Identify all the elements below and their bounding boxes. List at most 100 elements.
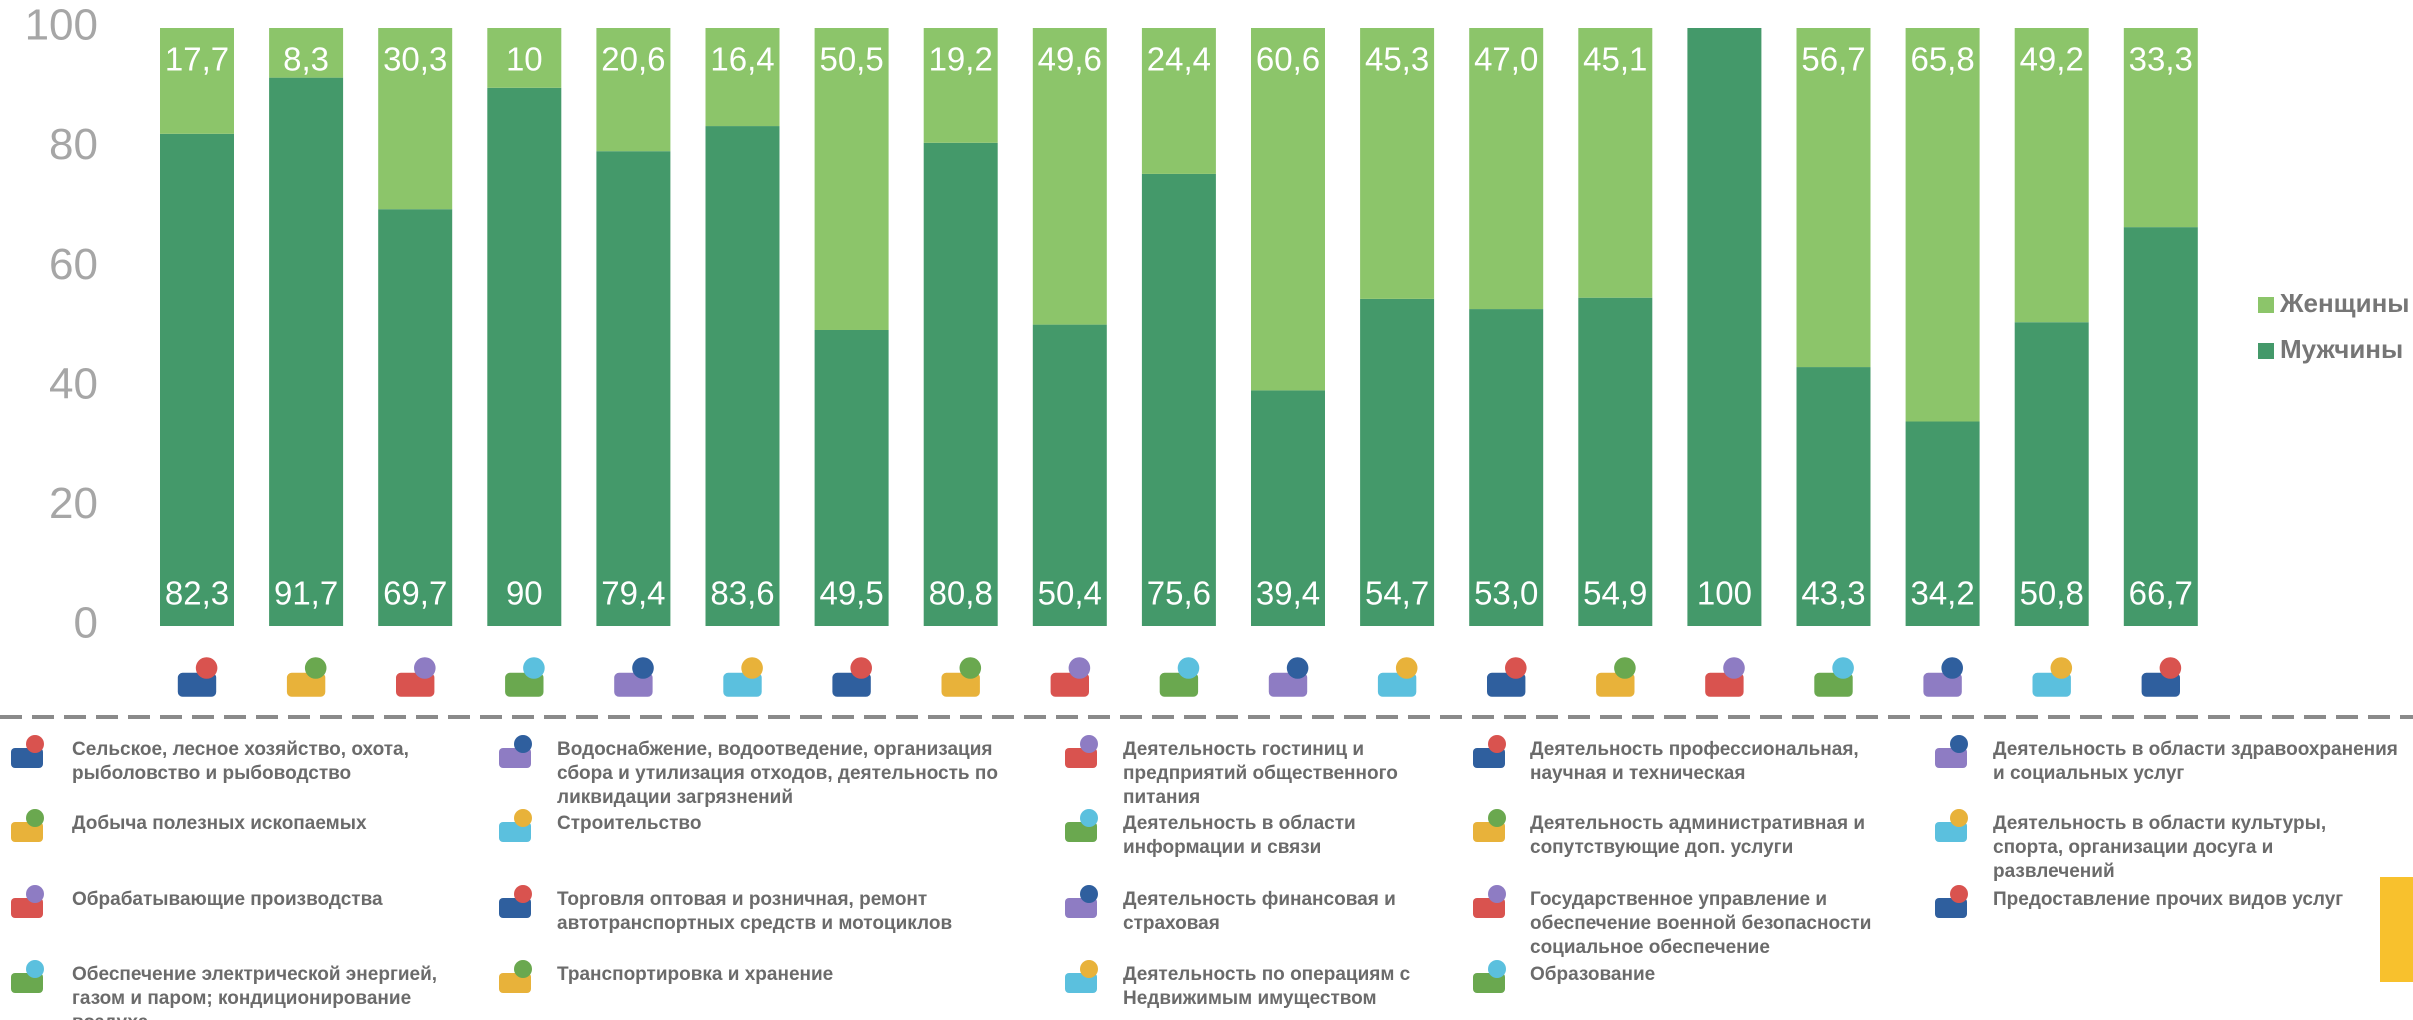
icon bbox=[1065, 960, 1098, 993]
data-label: 8,3 bbox=[283, 41, 329, 78]
icon-shape bbox=[1488, 809, 1506, 827]
category-label: Деятельность по операциям с Недвижимым и… bbox=[1123, 964, 1411, 1009]
bar-segment bbox=[1687, 28, 1762, 626]
bar-segment bbox=[269, 28, 344, 78]
bar-segment bbox=[2014, 322, 2089, 626]
icon bbox=[1065, 809, 1098, 842]
icon-shape bbox=[26, 885, 44, 903]
data-label: 80,8 bbox=[929, 575, 993, 612]
data-label: 54,9 bbox=[1583, 575, 1647, 612]
category-label: Торговля оптовая и розничная, ремонт авт… bbox=[557, 889, 953, 934]
icon-shape bbox=[2159, 657, 2182, 679]
icon-shape bbox=[304, 657, 327, 679]
icon bbox=[1377, 657, 1418, 697]
icon-shape bbox=[1068, 657, 1091, 679]
data-label: 49,6 bbox=[1038, 41, 1102, 78]
icon-shape bbox=[1941, 657, 1963, 679]
bar-segment bbox=[596, 28, 671, 152]
bar-segment bbox=[1469, 309, 1544, 626]
data-label: 49,2 bbox=[2020, 41, 2084, 78]
icon bbox=[1065, 885, 1098, 918]
data-label: 20,6 bbox=[601, 41, 665, 78]
bar-segment bbox=[269, 77, 344, 626]
bar-segment bbox=[923, 28, 998, 143]
bar-segment bbox=[160, 133, 234, 626]
icon bbox=[1473, 960, 1506, 993]
data-label: 39,4 bbox=[1256, 575, 1320, 612]
legend-label: Женщины bbox=[2279, 288, 2410, 318]
icon-shape bbox=[2050, 657, 2073, 679]
data-label: 82,3 bbox=[165, 575, 229, 612]
icon bbox=[11, 735, 44, 768]
icon bbox=[499, 885, 532, 918]
bar-segment bbox=[487, 28, 562, 88]
icon-shape bbox=[1395, 657, 1418, 679]
data-label: 91,7 bbox=[274, 575, 338, 612]
category-label: Деятельность финансовая и страховая bbox=[1123, 889, 1396, 934]
corner-tab bbox=[2380, 877, 2413, 982]
icon-shape bbox=[26, 809, 44, 827]
icon bbox=[2141, 657, 2182, 697]
data-label: 65,8 bbox=[1910, 41, 1974, 78]
icon-shape bbox=[26, 735, 44, 753]
bar-segment bbox=[705, 28, 780, 127]
icon bbox=[1473, 885, 1506, 918]
data-label: 50,5 bbox=[819, 41, 883, 78]
icon bbox=[1923, 657, 1963, 697]
bar-segment bbox=[160, 28, 234, 134]
icon bbox=[505, 657, 545, 697]
icon-shape bbox=[414, 657, 436, 679]
icon-shape bbox=[1923, 672, 1962, 697]
icon bbox=[1487, 657, 1527, 697]
category-label: Деятельность в области культуры, спорта,… bbox=[1993, 813, 2327, 882]
icon-shape bbox=[1488, 885, 1506, 903]
bar-segment bbox=[705, 126, 780, 627]
icon-shape bbox=[1950, 885, 1968, 903]
data-label: 45,1 bbox=[1583, 41, 1647, 78]
icon bbox=[1268, 657, 1309, 697]
category-label: Деятельность административная и сопутств… bbox=[1530, 813, 1866, 858]
bar-segment bbox=[1469, 28, 1544, 310]
category-label: Деятельность гостиниц и предприятий обще… bbox=[1123, 739, 1398, 808]
bar-segment bbox=[1360, 298, 1435, 626]
icon bbox=[1814, 657, 1854, 697]
legend-swatch bbox=[2258, 343, 2274, 359]
icon-shape bbox=[1268, 672, 1308, 697]
category-label: Сельское, лесное хозяйство, охота, рыбол… bbox=[72, 739, 409, 784]
bar-segment bbox=[1032, 324, 1107, 626]
data-label: 69,7 bbox=[383, 575, 447, 612]
icon-shape bbox=[1505, 657, 1527, 679]
bar-segment bbox=[1905, 28, 1980, 422]
data-label: 79,4 bbox=[601, 575, 665, 612]
icon-shape bbox=[1377, 672, 1417, 697]
icon-shape bbox=[1286, 657, 1309, 679]
icon bbox=[941, 657, 982, 697]
category-label: Деятельность в области здравоохранения и… bbox=[1993, 739, 2398, 784]
y-tick-label: 20 bbox=[49, 479, 98, 528]
bar-segment bbox=[2123, 227, 2198, 626]
bar-segment bbox=[1360, 28, 1435, 299]
icon bbox=[499, 809, 532, 842]
icon-shape bbox=[514, 885, 532, 903]
y-tick-label: 0 bbox=[74, 599, 98, 648]
icon-shape bbox=[1080, 885, 1098, 903]
icon bbox=[286, 657, 327, 697]
data-label: 33,3 bbox=[2129, 41, 2193, 78]
data-label: 17,7 bbox=[165, 41, 229, 78]
icon bbox=[1596, 657, 1636, 697]
category-label: Транспортировка и хранение bbox=[557, 964, 834, 985]
category-label: Деятельность в области информации и связ… bbox=[1123, 813, 1356, 858]
bar-segment bbox=[1796, 367, 1871, 626]
icon-shape bbox=[1950, 735, 1968, 753]
data-label: 47,0 bbox=[1474, 41, 1538, 78]
icon bbox=[723, 657, 763, 697]
icon-shape bbox=[850, 657, 872, 679]
icon bbox=[1159, 657, 1200, 697]
bar-segment bbox=[2014, 28, 2089, 323]
icon bbox=[11, 809, 44, 842]
bar-segment bbox=[1251, 28, 1325, 391]
legend-swatch bbox=[2258, 297, 2274, 313]
data-label: 90 bbox=[506, 575, 543, 612]
icon-shape bbox=[514, 735, 532, 753]
